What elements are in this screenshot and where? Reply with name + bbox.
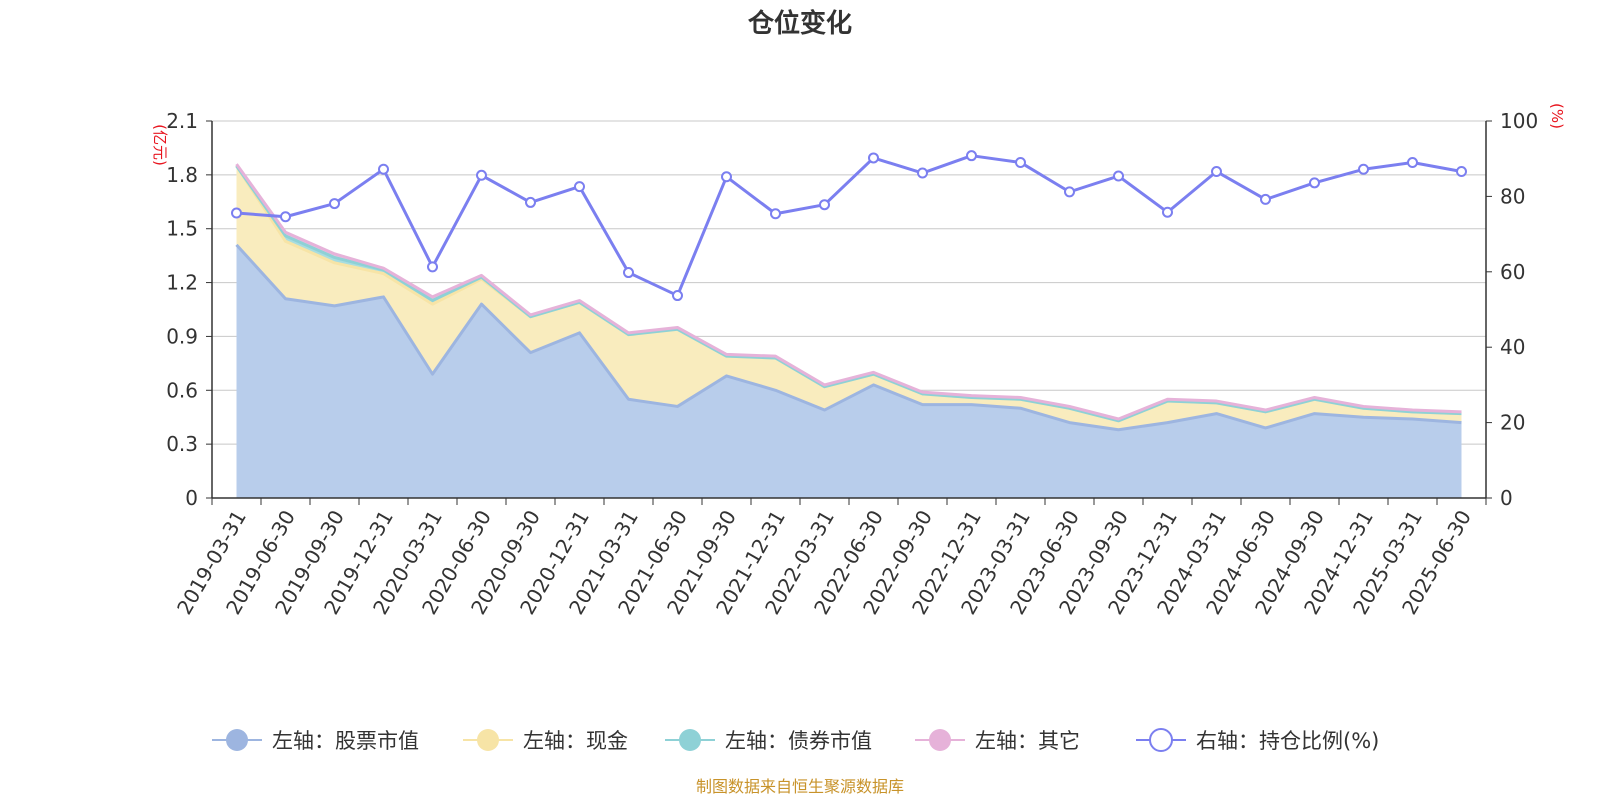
area-band (236, 165, 1462, 430)
ratio-point (721, 171, 732, 183)
ratio-point (1456, 166, 1467, 178)
legend-marker (1149, 728, 1173, 752)
ratio-line-series (231, 150, 1467, 302)
ratio-point (1358, 163, 1369, 175)
legend-marker (226, 729, 248, 751)
ratio-point (525, 196, 536, 208)
legend-label: 右轴：持仓比例(%) (1196, 729, 1379, 753)
ratio-point (966, 150, 977, 162)
right-axis-tick-label: 100 (1500, 109, 1538, 133)
ratio-point (1015, 156, 1026, 168)
right-axis-tick-label: 20 (1500, 411, 1525, 435)
right-axis-unit: (%) (1548, 103, 1566, 129)
left-axis-tick-label: 1.8 (166, 163, 198, 187)
ratio-point (1309, 177, 1320, 189)
ratio-point (329, 198, 340, 210)
left-axis-tick-label: 0.6 (166, 378, 198, 402)
ratio-point (819, 199, 830, 211)
left-axis-tick-label: 2.1 (166, 109, 198, 133)
ratio-point (1162, 206, 1173, 218)
chart-title: 仓位变化 (747, 8, 852, 39)
legend-label: 左轴：其它 (975, 729, 1080, 753)
legend-label: 左轴：债券市值 (725, 729, 872, 753)
ratio-point (623, 267, 634, 279)
ratio-line (236, 154, 1462, 298)
ratio-point (770, 208, 781, 220)
legend-marker (929, 729, 951, 751)
legend-marker (679, 729, 701, 751)
ratio-point (1211, 166, 1222, 178)
legend: 左轴：股票市值 左轴：现金 左轴：债券市值 左轴：其它 右轴：持仓比例(%) (212, 728, 1379, 753)
left-axis-tick-label: 1.5 (166, 217, 198, 241)
ratio-point (378, 163, 389, 175)
legend-label: 左轴：股票市值 (272, 729, 419, 753)
ratio-point (1064, 186, 1075, 198)
legend-label: 左轴：现金 (523, 729, 628, 753)
ratio-point (476, 169, 487, 181)
left-axis-tick-label: 0.9 (166, 324, 198, 348)
ratio-point (1260, 193, 1271, 205)
right-axis-tick-label: 40 (1500, 335, 1525, 359)
ratio-point (917, 167, 928, 179)
ratio-point (672, 290, 683, 302)
area-band (236, 244, 1462, 498)
ratio-point (868, 152, 879, 164)
left-axis-tick-label: 0 (185, 486, 198, 510)
right-axis-tick-label: 0 (1500, 486, 1513, 510)
legend-marker (477, 729, 499, 751)
right-axis-tick-label: 80 (1500, 184, 1525, 208)
left-axis-unit: (亿元) (151, 124, 169, 166)
ratio-point (1407, 156, 1418, 168)
ratio-point (1113, 170, 1124, 182)
ratio-point (231, 207, 242, 219)
data-source-footer: 制图数据来自恒生聚源数据库 (696, 777, 904, 796)
area-line (235, 165, 1462, 423)
ratio-point (280, 211, 291, 223)
left-axis-tick-label: 0.3 (166, 432, 198, 456)
area-line (235, 163, 1462, 421)
ratio-point (574, 181, 585, 193)
ratio-point (427, 261, 438, 273)
right-axis-tick-label: 60 (1500, 260, 1525, 284)
left-axis-tick-label: 1.2 (166, 271, 198, 295)
area-line (235, 243, 1462, 432)
stacked-areas (235, 163, 1462, 498)
